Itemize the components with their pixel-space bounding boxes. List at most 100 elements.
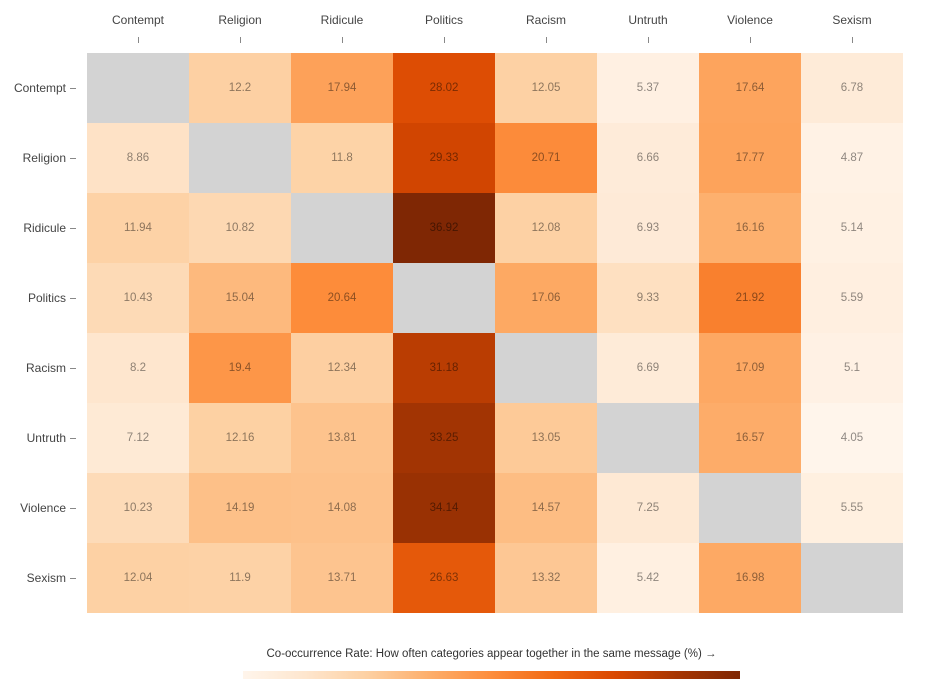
heatmap-cell[interactable]: 13.05: [495, 403, 597, 473]
heatmap-cell[interactable]: 5.1: [801, 333, 903, 403]
heatmap-cell[interactable]: 12.08: [495, 193, 597, 263]
heatmap-cell[interactable]: 5.59: [801, 263, 903, 333]
row-label: Violence: [20, 501, 66, 515]
heatmap-cell[interactable]: 5.37: [597, 53, 699, 123]
heatmap-cell[interactable]: [597, 403, 699, 473]
y-axis-tick: [70, 228, 76, 229]
heatmap-cell[interactable]: [87, 53, 189, 123]
heatmap-cell[interactable]: 36.92: [393, 193, 495, 263]
y-axis-tick: [70, 508, 76, 509]
x-axis-tick: [648, 37, 649, 43]
column-header: Politics: [424, 13, 463, 27]
heatmap-cell[interactable]: 19.4: [189, 333, 291, 403]
heatmap-cell[interactable]: 13.32: [495, 543, 597, 613]
heatmap-cell[interactable]: [801, 543, 903, 613]
heatmap-cell[interactable]: 11.8: [291, 123, 393, 193]
heatmap-cell[interactable]: 5.14: [801, 193, 903, 263]
heatmap-cell[interactable]: 29.33: [393, 123, 495, 193]
column-header: Religion: [218, 13, 262, 27]
y-axis-tick: [70, 88, 76, 89]
x-axis-tick: [342, 37, 343, 43]
heatmap-grid: 12.2 17.94 28.02 12.05 5.37 17.64 6.78 8.86 11.8…: [87, 53, 903, 613]
heatmap-cell[interactable]: 11.9: [189, 543, 291, 613]
heatmap-cell[interactable]: 6.69: [597, 333, 699, 403]
heatmap-cell[interactable]: 5.42: [597, 543, 699, 613]
row-label: Religion: [22, 151, 66, 165]
heatmap-cell[interactable]: 12.04: [87, 543, 189, 613]
heatmap-cell[interactable]: 6.93: [597, 193, 699, 263]
heatmap-cell[interactable]: 12.34: [291, 333, 393, 403]
column-header: Racism: [525, 13, 566, 27]
heatmap-cell[interactable]: 14.19: [189, 473, 291, 543]
heatmap-cell[interactable]: 8.86: [87, 123, 189, 193]
heatmap-cell[interactable]: 4.87: [801, 123, 903, 193]
row-label: Untruth: [26, 431, 66, 445]
row-label: Racism: [25, 361, 66, 375]
x-axis-tick: [138, 37, 139, 43]
heatmap-cell[interactable]: 16.98: [699, 543, 801, 613]
heatmap-cell[interactable]: 8.2: [87, 333, 189, 403]
heatmap-cell[interactable]: 17.09: [699, 333, 801, 403]
heatmap-cell[interactable]: 10.43: [87, 263, 189, 333]
heatmap-cell[interactable]: 16.16: [699, 193, 801, 263]
x-axis-tick: [750, 37, 751, 43]
heatmap-cell[interactable]: 10.23: [87, 473, 189, 543]
column-header: Sexism: [832, 13, 872, 27]
heatmap-cell[interactable]: 7.12: [87, 403, 189, 473]
heatmap-cell[interactable]: 20.64: [291, 263, 393, 333]
heatmap-cell[interactable]: [189, 123, 291, 193]
heatmap-cell[interactable]: 31.18: [393, 333, 495, 403]
y-axis-tick: [70, 438, 76, 439]
row-label: Ridicule: [23, 221, 66, 235]
column-header: Ridicule: [320, 13, 364, 27]
x-axis-tick: [444, 37, 445, 43]
heatmap-cell[interactable]: 17.64: [699, 53, 801, 123]
heatmap-cell[interactable]: [495, 333, 597, 403]
heatmap-cell[interactable]: 12.2: [189, 53, 291, 123]
heatmap-cell[interactable]: 9.33: [597, 263, 699, 333]
row-label: Politics: [27, 291, 66, 305]
heatmap-cell[interactable]: 12.05: [495, 53, 597, 123]
y-axis-tick: [70, 368, 76, 369]
heatmap-cell[interactable]: 6.78: [801, 53, 903, 123]
heatmap-cell[interactable]: 33.25: [393, 403, 495, 473]
column-header: Violence: [727, 13, 773, 27]
colorbar-title: Co-occurrence Rate: How often categories…: [266, 648, 717, 660]
heatmap-cell[interactable]: [291, 193, 393, 263]
heatmap-cell[interactable]: [393, 263, 495, 333]
heatmap-cell[interactable]: 17.77: [699, 123, 801, 193]
heatmap-cell[interactable]: 28.02: [393, 53, 495, 123]
x-axis-tick: [546, 37, 547, 43]
colorbar-gradient: [243, 671, 740, 679]
heatmap-cell[interactable]: 6.66: [597, 123, 699, 193]
column-header: Contempt: [111, 13, 165, 27]
row-label: Contempt: [13, 81, 66, 95]
heatmap-cell[interactable]: 20.71: [495, 123, 597, 193]
heatmap-cell[interactable]: 10.82: [189, 193, 291, 263]
row-label: Sexism: [26, 571, 66, 585]
heatmap-cell[interactable]: 12.16: [189, 403, 291, 473]
x-axis-tick: [852, 37, 853, 43]
heatmap-cell[interactable]: 14.57: [495, 473, 597, 543]
y-axis-tick: [70, 298, 76, 299]
heatmap-cell[interactable]: 5.55: [801, 473, 903, 543]
heatmap-cell[interactable]: 4.05: [801, 403, 903, 473]
heatmap-cell[interactable]: 14.08: [291, 473, 393, 543]
y-axis-tick: [70, 578, 76, 579]
heatmap-cell[interactable]: 11.94: [87, 193, 189, 263]
x-axis-tick: [240, 37, 241, 43]
heatmap-cell[interactable]: 34.14: [393, 473, 495, 543]
heatmap-cell[interactable]: 7.25: [597, 473, 699, 543]
heatmap-cell[interactable]: 16.57: [699, 403, 801, 473]
heatmap-cell[interactable]: 17.94: [291, 53, 393, 123]
heatmap-cell[interactable]: 26.63: [393, 543, 495, 613]
heatmap-cell[interactable]: 17.06: [495, 263, 597, 333]
heatmap-cell[interactable]: 13.71: [291, 543, 393, 613]
heatmap-cell[interactable]: 13.81: [291, 403, 393, 473]
column-header: Untruth: [628, 13, 668, 27]
heatmap-cell[interactable]: [699, 473, 801, 543]
y-axis-tick: [70, 158, 76, 159]
heatmap-cell[interactable]: 21.92: [699, 263, 801, 333]
heatmap-cell[interactable]: 15.04: [189, 263, 291, 333]
